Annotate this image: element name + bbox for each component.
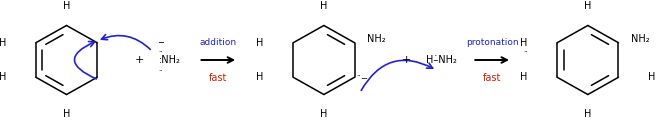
Text: ..: .. xyxy=(158,66,163,72)
Text: H: H xyxy=(63,108,70,119)
Text: H–̇NH₂: H–̇NH₂ xyxy=(426,55,457,65)
Text: H: H xyxy=(0,38,7,48)
Text: −: − xyxy=(360,75,367,84)
Text: protonation: protonation xyxy=(466,38,519,47)
Text: ..: .. xyxy=(158,47,162,53)
Text: H: H xyxy=(256,72,264,82)
Text: addition: addition xyxy=(200,38,237,47)
Text: +: + xyxy=(134,55,144,65)
Text: H: H xyxy=(256,38,264,48)
Text: ‾: ‾ xyxy=(158,42,162,52)
Text: H: H xyxy=(320,1,327,12)
Text: fast: fast xyxy=(483,73,501,83)
Text: H: H xyxy=(0,72,7,82)
Text: ..: .. xyxy=(523,47,527,53)
Text: ..: .. xyxy=(356,72,360,78)
Text: H: H xyxy=(521,72,528,82)
Text: H: H xyxy=(584,108,592,119)
Text: NH₂: NH₂ xyxy=(631,34,650,44)
Text: H: H xyxy=(648,72,656,82)
Text: :NH₂: :NH₂ xyxy=(159,55,180,65)
Text: +: + xyxy=(402,55,411,65)
Text: H: H xyxy=(320,108,327,119)
Text: NH₂: NH₂ xyxy=(367,34,386,44)
Text: fast: fast xyxy=(209,73,227,83)
Text: H: H xyxy=(521,38,528,48)
Text: H: H xyxy=(584,1,592,12)
Text: H: H xyxy=(63,1,70,12)
